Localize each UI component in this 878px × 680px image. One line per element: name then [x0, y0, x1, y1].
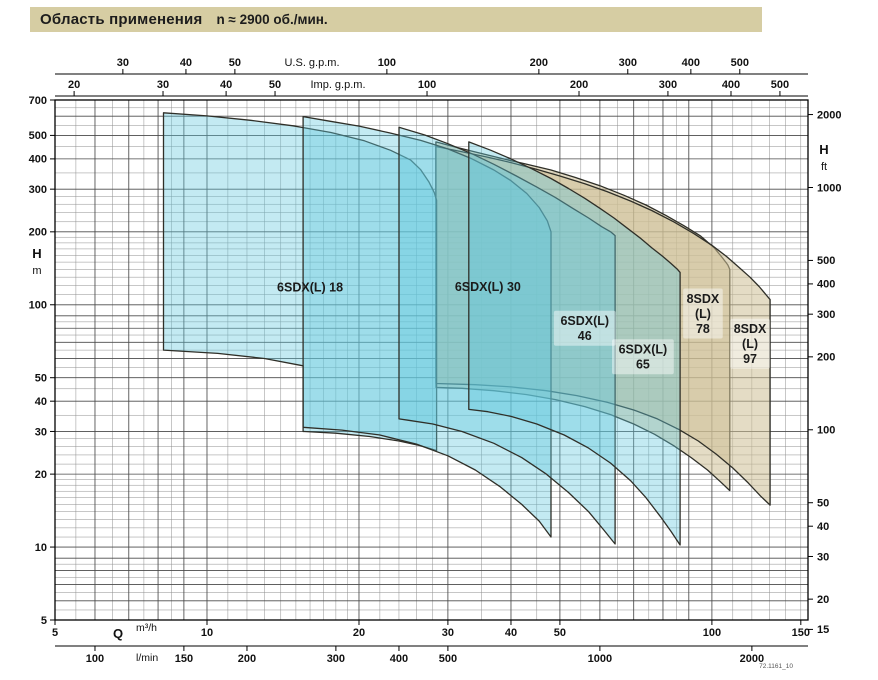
axis-tick-label: 50 — [35, 373, 47, 385]
axis-tick-label: 50 — [269, 79, 281, 91]
axis-tick-label: 10 — [201, 627, 213, 639]
axis-tick-label: 1000 — [817, 182, 841, 194]
axis-tick-label: 30 — [442, 627, 454, 639]
axis-tick-label: 100 — [29, 300, 47, 312]
region-label: 46 — [578, 329, 592, 343]
title-speed: n ≈ 2900 об./мин. — [216, 12, 328, 27]
axis-tick-label: 300 — [619, 57, 637, 69]
region-label-chip — [553, 310, 616, 346]
drawing-number: 72.1161_10 — [759, 663, 793, 670]
axis-tick-label: 300 — [817, 309, 835, 321]
region-8sdx-l-97 — [435, 145, 771, 506]
axis-tick-label: 50 — [554, 627, 566, 639]
axis-unit-label: Imp. g.p.m. — [310, 79, 365, 91]
axis-tick-label: 40 — [35, 396, 47, 408]
axis-tick-label: 100 — [378, 57, 396, 69]
plot-frame — [54, 99, 809, 621]
axis-tick-label: 40 — [220, 79, 232, 91]
axis-tick-label: 300 — [327, 653, 345, 665]
axis-tick-label: 500 — [771, 79, 789, 91]
region-label: (L) — [742, 337, 758, 351]
axis-tick-label: 100 — [418, 79, 436, 91]
region-label: 6SDX(L) 30 — [455, 280, 521, 294]
region-label-chip — [683, 288, 723, 339]
axis-tick-label: 150 — [792, 627, 810, 639]
axis-tick-label: 50 — [229, 57, 241, 69]
axis-tick-label: 1000 — [588, 653, 612, 665]
axis-tick-label: 400 — [29, 154, 47, 166]
region-labels: 6SDX(L) 18 6SDX(L) 306SDX(L)466SDX(L)658S… — [277, 280, 770, 375]
axis-tick-label: 40 — [180, 57, 192, 69]
axis-tick-label: 200 — [570, 79, 588, 91]
axis-tick-label: 100 — [703, 627, 721, 639]
region-6sdx-l-18 — [162, 112, 438, 452]
axis-tick-label: 20 — [817, 594, 829, 606]
axis-tick-label: 30 — [35, 426, 47, 438]
region-label: 6SDX(L) — [560, 314, 609, 328]
axis-tick-label: 300 — [29, 184, 47, 196]
region-6sdx-l-46 — [398, 126, 616, 545]
region-label: 6SDX(L) 18 — [277, 281, 343, 295]
region-label: 6SDX(L) — [619, 343, 668, 357]
axis-unit-label: l/min — [136, 652, 158, 664]
axis-tick-label: 200 — [817, 352, 835, 364]
axis-tick-label: 400 — [682, 57, 700, 69]
axis-tick-label: 500 — [29, 130, 47, 142]
page-title: Область применения — [40, 11, 203, 28]
axis-unit-label: ft — [821, 161, 827, 173]
region-label: 97 — [743, 352, 757, 366]
region-label: 8SDX — [734, 322, 767, 336]
axis-tick-label: 20 — [353, 627, 365, 639]
axis-symbol-h-left: H — [32, 246, 41, 261]
axis-tick-label: 30 — [817, 551, 829, 563]
region-label: (L) — [695, 307, 711, 321]
axis-tick-label: 5 — [41, 615, 47, 627]
axis-tick-label: 40 — [505, 627, 517, 639]
axis-tick-label: 150 — [175, 653, 193, 665]
axis-tick-label: 30 — [157, 79, 169, 91]
axis-tick-label: 2000 — [740, 653, 764, 665]
axis-unit-label: m — [32, 265, 41, 277]
region-6sdx-l-65 — [468, 141, 681, 546]
axis-tick-label: 30 — [117, 57, 129, 69]
region-label: 78 — [696, 322, 710, 336]
axis-tick-label: 2000 — [817, 109, 841, 121]
axis-tick-label: 200 — [238, 653, 256, 665]
axis-tick-label: 10 — [35, 542, 47, 554]
axis-tick-label: 20 — [68, 79, 80, 91]
axis-tick-label: 200 — [29, 227, 47, 239]
axis-symbol-h-right: H — [819, 142, 828, 157]
region-label: 65 — [636, 358, 650, 372]
axis-tick-label: 500 — [817, 255, 835, 267]
region-6sdx-l-30 — [302, 115, 552, 538]
title-bar: Область применения n ≈ 2900 об./мин. — [30, 7, 762, 32]
axis-tick-label: 500 — [731, 57, 749, 69]
axis-tick-label: 500 — [439, 653, 457, 665]
axis-tick-label: 100 — [817, 425, 835, 437]
axis-tick-label: 20 — [35, 469, 47, 481]
axis-unit-label: U.S. g.p.m. — [284, 57, 339, 69]
region-label-chip — [730, 318, 770, 369]
axis-tick-label: 700 — [29, 95, 47, 107]
axis-tick-label: 400 — [817, 279, 835, 291]
axis-tick-label: 100 — [86, 653, 104, 665]
axis-tick-label: 400 — [722, 79, 740, 91]
axis-tick-label: 200 — [530, 57, 548, 69]
axis-symbol-q: Q — [113, 626, 123, 641]
pump-regions — [162, 112, 771, 546]
axis-tick-label: 400 — [390, 653, 408, 665]
axis-tick-label: 5 — [52, 627, 58, 639]
axis-tick-label: 50 — [817, 498, 829, 510]
axis-tick-label: 15 — [817, 624, 829, 636]
region-label: 8SDX — [687, 292, 720, 306]
axis-unit-label: m³/h — [136, 622, 157, 634]
region-label-chip — [611, 339, 674, 375]
axis-tick-label: 300 — [659, 79, 677, 91]
axis-tick-label: 40 — [817, 521, 829, 533]
